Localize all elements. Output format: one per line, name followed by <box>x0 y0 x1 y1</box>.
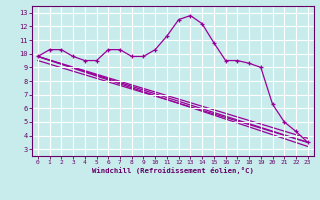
X-axis label: Windchill (Refroidissement éolien,°C): Windchill (Refroidissement éolien,°C) <box>92 167 254 174</box>
